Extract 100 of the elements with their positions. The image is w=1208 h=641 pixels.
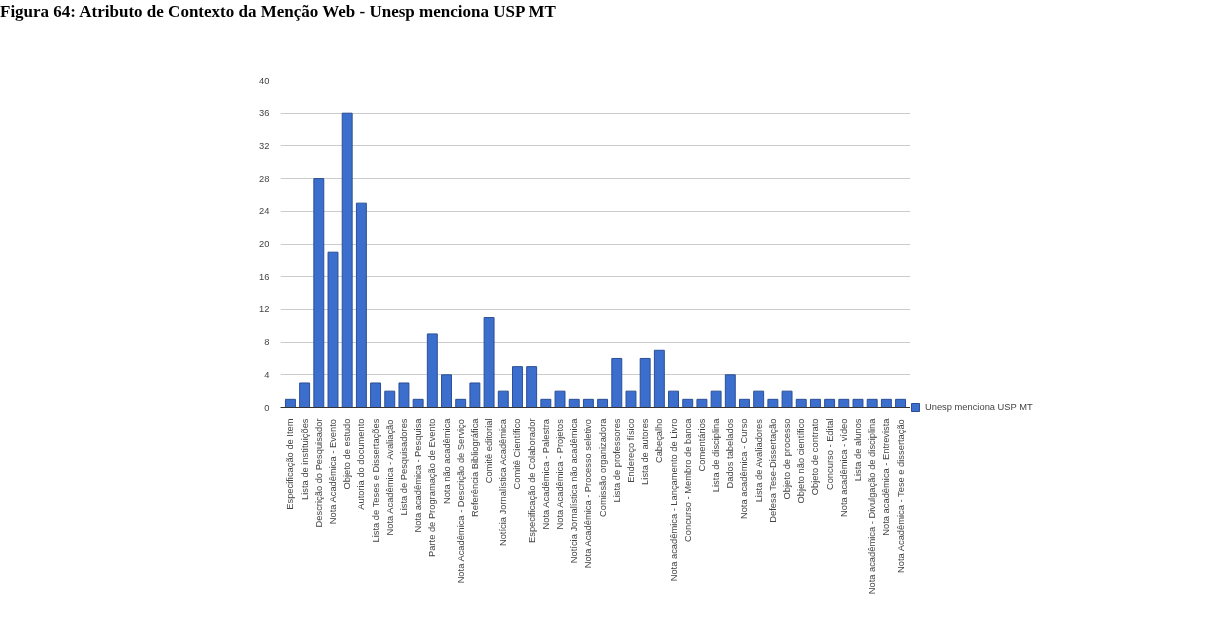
- bar: [370, 382, 382, 408]
- bar: [441, 374, 452, 408]
- y-tick-label: 8: [264, 337, 270, 348]
- x-tick-label: Notícia Jornalística Acadêmica: [498, 418, 509, 547]
- y-tick-label: 40: [259, 75, 270, 86]
- bar: [866, 398, 878, 408]
- bar: [497, 390, 509, 408]
- chart-title: Figura 64: Atributo de Contexto da Menção Web - Unesp menciona USP MT: [0, 2, 556, 21]
- x-tick-label: Lista de Teses e Dissertações: [370, 418, 381, 543]
- x-tick-label: Lista de Avaliadores: [753, 418, 764, 503]
- x-tick-label: Referência Bibliográfica: [469, 417, 480, 518]
- y-tick-label: 24: [259, 206, 270, 217]
- bar: [753, 390, 765, 408]
- bar: [824, 398, 836, 408]
- x-tick-label: Cabeçalho: [654, 418, 665, 464]
- x-tick-label: Nota não acadêmica: [441, 417, 452, 505]
- bar: [327, 251, 339, 408]
- x-tick-label: Nota acadêmica - Entrevista: [881, 417, 892, 536]
- bar: [625, 390, 637, 408]
- bar: [313, 178, 325, 408]
- x-tick-label: Comitê editorial: [484, 418, 495, 484]
- bar: [426, 333, 438, 408]
- bar: [710, 390, 722, 408]
- x-tick-label: Nota Acadêmica - Palestra: [540, 418, 551, 530]
- x-tick-label: Nota acadêmica - Curso: [739, 418, 750, 520]
- bar: [284, 398, 296, 408]
- x-tick-label: Descrição do Pesquisador: [313, 418, 324, 528]
- y-tick-label: 20: [259, 239, 270, 249]
- bar: [767, 398, 779, 408]
- x-tick-label: Nota Acadêmica - Evento: [328, 419, 338, 525]
- x-tick-label: Notícia Jornalística não acadêmica: [569, 417, 580, 564]
- bar: [582, 398, 594, 408]
- x-tick-label: Lista de alunos: [853, 418, 863, 482]
- x-tick-label: Objeto de estudo: [342, 418, 353, 490]
- x-tick-label: Comentários: [696, 418, 707, 472]
- bar: [568, 398, 580, 408]
- bar: [412, 398, 424, 408]
- x-tick-label: Objeto de processo: [782, 418, 793, 500]
- bar: [341, 112, 353, 408]
- bar: [696, 398, 708, 408]
- bar: [526, 366, 538, 408]
- y-tick-label: 32: [259, 140, 270, 151]
- x-tick-label: Lista de autores: [640, 418, 651, 485]
- bar: [299, 382, 311, 408]
- x-tick-label: Nota Acadêmica - Processo seletivo: [583, 419, 594, 569]
- bar: [455, 398, 467, 408]
- x-tick-label: Lista de Pesquisadores: [398, 418, 409, 516]
- bar: [355, 202, 367, 408]
- bar: [781, 390, 793, 408]
- x-tick-label: Nota acadêmica - Divulgação de disciplina: [867, 417, 878, 595]
- x-tick-label: Objeto de contrato: [810, 418, 821, 496]
- x-tick-label: Endereço físico: [625, 418, 636, 483]
- x-tick-label: Nota acadêmica - Lançamento de Livro: [668, 418, 679, 582]
- x-tick-label: Comissão organizadora: [597, 417, 608, 518]
- x-tick-label: Autoria do documento: [356, 418, 367, 510]
- bar: [554, 390, 566, 408]
- x-tick-label: Nota acadêmica - vídeo: [838, 418, 849, 518]
- bar: [838, 398, 850, 408]
- x-tick-label: Comitê Científico: [512, 418, 523, 490]
- x-tick-label: Nota Acadêmica - Tese e dissertação: [895, 419, 906, 574]
- bar: [540, 398, 552, 408]
- y-tick-label: 4: [264, 369, 270, 380]
- bar: [809, 398, 821, 408]
- bar: [852, 398, 864, 408]
- x-tick-label: Objeto não científico: [796, 418, 807, 504]
- bar: [880, 398, 892, 408]
- bar: [511, 366, 523, 408]
- bar: [611, 357, 623, 408]
- x-tick-label: Especificação de Item: [285, 418, 296, 510]
- bar: [682, 398, 694, 408]
- bar: [724, 374, 736, 408]
- x-tick-label: Nota acadêmica - Pesquisa: [413, 417, 424, 533]
- x-tick-label: Defesa Tese-Dissertação: [767, 418, 778, 523]
- y-tick-label: 0: [264, 402, 270, 413]
- y-tick-label: 28: [259, 173, 270, 184]
- x-tick-label: Lista de professores: [611, 418, 622, 503]
- bar: [895, 398, 907, 408]
- y-tick-label: 12: [259, 304, 270, 315]
- bar: [739, 398, 750, 408]
- x-tick-label: Concurso - Membro de banca: [682, 417, 693, 542]
- bar: [483, 317, 495, 408]
- bar: [795, 398, 807, 408]
- x-tick-label: Lista de instituições: [299, 418, 310, 500]
- bar: [384, 390, 396, 408]
- bar: [668, 390, 680, 408]
- y-tick-label: 36: [259, 108, 270, 119]
- bar: [597, 398, 609, 408]
- x-tick-label: Nota Acadêmica - Avaliação: [384, 419, 395, 536]
- x-tick-label: Nota Acadêmica - Projetos: [555, 418, 566, 530]
- x-tick-label: Parte de Programação de Evento: [427, 418, 438, 557]
- bar: [653, 349, 665, 408]
- x-tick-label: Dados tabelados: [725, 418, 736, 489]
- bar: [398, 382, 410, 408]
- y-tick-label: 16: [259, 271, 270, 282]
- bar: [639, 357, 651, 408]
- bar: [469, 382, 481, 408]
- legend-label: Unesp menciona USP MT: [925, 402, 1033, 412]
- x-tick-label: Especificação de Colaborador: [526, 418, 537, 543]
- x-tick-label: Concurso - Edital: [824, 418, 835, 491]
- x-tick-label: Lista de disciplina: [711, 417, 722, 493]
